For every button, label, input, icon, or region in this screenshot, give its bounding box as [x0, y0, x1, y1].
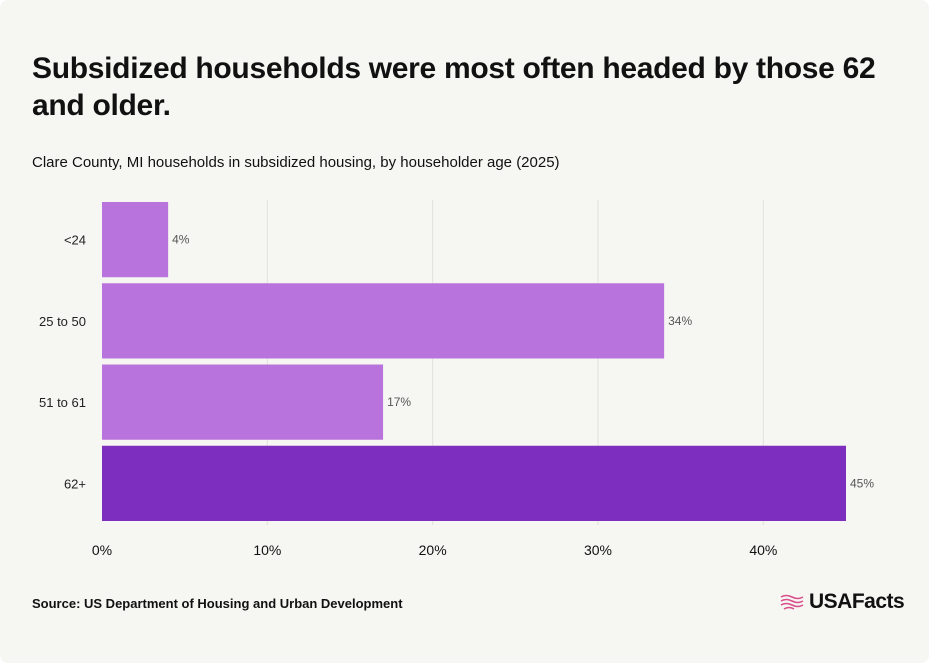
x-tick-label: 10% [253, 542, 281, 558]
flag-icon [780, 594, 804, 610]
bar [102, 364, 384, 440]
bar [102, 445, 846, 521]
x-tick-label: 20% [419, 542, 447, 558]
value-label: 34% [668, 314, 692, 328]
brand-name: USAFacts [809, 590, 905, 613]
category-label: <24 [64, 233, 86, 248]
x-tick-label: 30% [584, 542, 612, 558]
labels: 0% 10% 20% 30% 40% <24 4% 25 to 50 34% 51 to 61 17… [39, 233, 874, 558]
chart-title: Subsidized households were most often he… [32, 52, 876, 122]
category-label: 51 to 61 [39, 395, 86, 410]
source-note: Source: US Department of Housing and Urb… [32, 596, 403, 611]
category-label: 25 to 50 [39, 314, 86, 329]
value-label: 17% [387, 395, 411, 409]
bars [102, 202, 846, 521]
chart-subtitle: Clare County, MI households in subsidize… [32, 154, 560, 171]
x-tick-label: 40% [749, 542, 777, 558]
category-label: 62+ [64, 476, 86, 491]
value-label: 45% [850, 476, 874, 490]
value-label: 4% [172, 233, 190, 247]
bar [102, 202, 169, 278]
x-tick-label: 0% [92, 542, 112, 558]
bar [102, 283, 665, 359]
usafacts-logo[interactable]: USAFacts [780, 590, 905, 614]
